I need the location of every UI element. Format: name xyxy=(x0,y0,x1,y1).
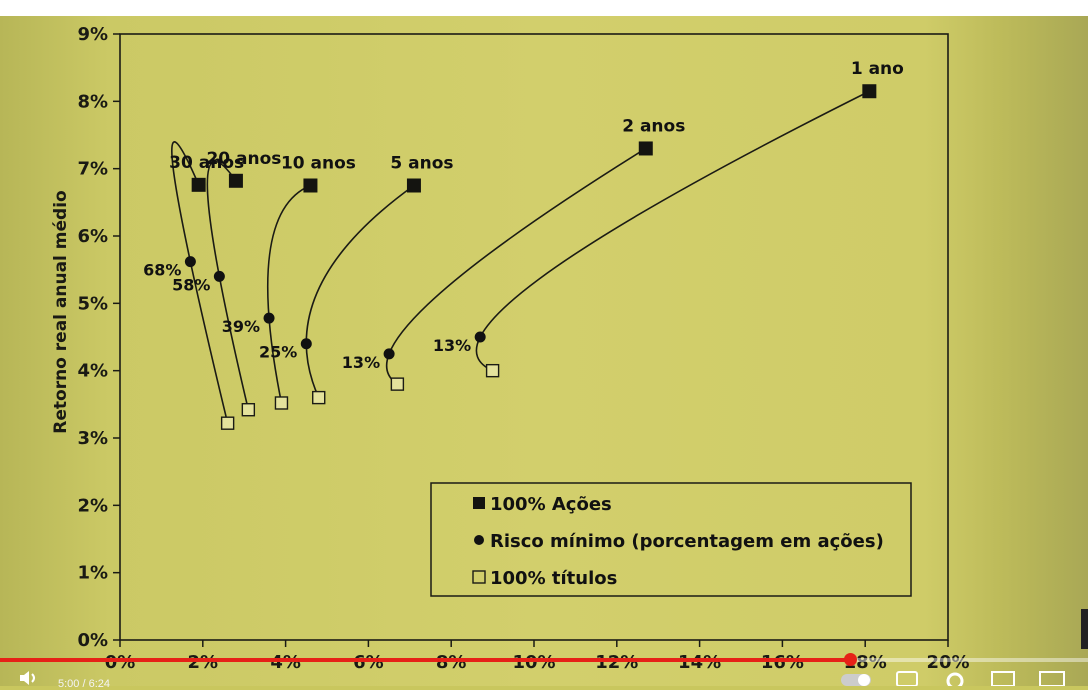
bonds-marker xyxy=(390,377,405,391)
legend-label: 100% títulos xyxy=(490,568,617,589)
progress-bar[interactable] xyxy=(0,653,1088,666)
y-tick-label: 5% xyxy=(77,293,108,314)
y-tick-label: 8% xyxy=(77,91,108,112)
bonds-marker xyxy=(241,403,256,417)
x-tick-label: 16% xyxy=(761,652,804,673)
player-controls: 5:00 / 6:24 xyxy=(0,662,1088,690)
min-risk-pct-label: 13% xyxy=(342,353,380,372)
x-tick-label: 20% xyxy=(926,652,969,673)
legend-stocks-marker xyxy=(473,497,485,509)
min-risk-marker xyxy=(184,256,196,268)
book-page xyxy=(0,16,1088,686)
x-tick-label: 12% xyxy=(595,652,638,673)
captions-icon[interactable] xyxy=(896,670,918,690)
volume-icon[interactable] xyxy=(18,670,38,690)
min-risk-marker xyxy=(263,312,275,324)
min-risk-pct-label: 39% xyxy=(222,317,260,336)
bonds-marker xyxy=(220,416,235,430)
stocks-marker xyxy=(406,178,421,193)
y-tick-label: 4% xyxy=(77,361,108,382)
progress-scrubber[interactable] xyxy=(844,653,858,666)
x-tick-label: 6% xyxy=(353,652,384,673)
horizon-label: 30 anos xyxy=(169,153,244,173)
x-tick-label: 10% xyxy=(512,652,555,673)
x-tick-label: 14% xyxy=(678,652,721,673)
legend-label: 100% Ações xyxy=(490,494,612,515)
theater-icon[interactable] xyxy=(990,670,1016,690)
frontier-curve xyxy=(305,184,415,398)
stocks-marker xyxy=(638,141,653,156)
bonds-marker xyxy=(274,396,289,410)
min-risk-marker xyxy=(474,331,486,343)
progress-fill xyxy=(0,658,851,662)
stocks-marker xyxy=(862,84,877,99)
y-tick-label: 7% xyxy=(77,159,108,180)
y-tick-label: 6% xyxy=(77,226,108,247)
y-axis-label: Retorno real anual médio xyxy=(51,190,71,433)
fullscreen-icon[interactable] xyxy=(1038,670,1066,690)
top-bar xyxy=(0,0,1088,16)
stocks-marker xyxy=(303,178,318,193)
y-tick-label: 2% xyxy=(77,495,108,516)
legend-box xyxy=(430,482,912,597)
x-tick-label: 0% xyxy=(105,652,136,673)
min-risk-marker xyxy=(383,348,395,360)
x-tick-label: 4% xyxy=(270,652,301,673)
y-tick-label: 9% xyxy=(77,24,108,45)
min-risk-pct-label: 13% xyxy=(433,336,471,355)
time-display: 5:00 / 6:24 xyxy=(58,678,110,690)
horizon-label: 5 anos xyxy=(390,154,453,174)
x-tick-label: 2% xyxy=(188,652,219,673)
stocks-marker xyxy=(191,177,206,192)
bonds-marker xyxy=(312,390,326,405)
frontier-curve xyxy=(266,184,311,404)
min-risk-marker xyxy=(213,270,225,282)
y-tick-label: 0% xyxy=(77,630,108,651)
bonds-marker xyxy=(485,363,500,378)
frontier-curve xyxy=(171,141,229,424)
horizon-label: 1 ano xyxy=(851,59,904,79)
x-tick-label: 8% xyxy=(436,652,467,673)
horizon-label: 2 anos xyxy=(622,116,685,136)
frontier-curve xyxy=(206,160,250,410)
legend-label: Risco mínimo (porcentagem em ações) xyxy=(490,531,884,552)
frontier-curve xyxy=(475,90,870,372)
frontier-curve xyxy=(386,147,647,385)
y-tick-label: 3% xyxy=(77,428,108,449)
side-panel-edge xyxy=(1081,609,1088,649)
stocks-marker xyxy=(228,173,243,188)
y-tick-label: 1% xyxy=(77,563,108,584)
min-risk-pct-label: 58% xyxy=(172,275,210,294)
legend-min-risk-marker xyxy=(474,535,484,545)
min-risk-pct-label: 25% xyxy=(259,343,297,362)
miniplayer-icon[interactable] xyxy=(840,670,874,690)
min-risk-marker xyxy=(300,338,312,350)
legend-bonds-marker xyxy=(472,570,486,584)
min-risk-pct-label: 68% xyxy=(143,261,181,280)
settings-icon[interactable] xyxy=(944,670,966,690)
horizon-label: 20 anos xyxy=(206,149,281,169)
horizon-label: 10 anos xyxy=(281,154,356,174)
